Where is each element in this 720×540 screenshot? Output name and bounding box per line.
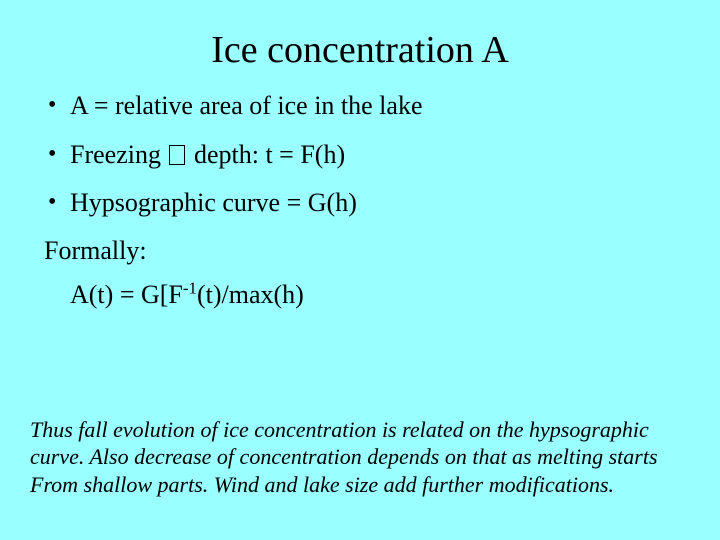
slide: Ice concentration A A = relative area of…	[0, 0, 720, 540]
formally-label: Formally:	[44, 236, 676, 266]
bullet-item: Freezing depth: t = F(h)	[44, 139, 676, 172]
bullet-item: A = relative area of ice in the lake	[44, 90, 430, 123]
bullet-item: Hypsographic curve = G(h)	[44, 187, 676, 220]
formula-superscript: -1	[183, 278, 197, 297]
slide-body: A = relative area of ice in the lake Fre…	[0, 90, 720, 310]
footnote-line: curve. Also decrease of concentration de…	[30, 444, 658, 469]
bullet-list: A = relative area of ice in the lake Fre…	[44, 90, 676, 220]
footnote-line: Thus fall evolution of ice concentration…	[30, 417, 649, 442]
slide-title: Ice concentration A	[0, 0, 720, 90]
bullet-text-part: depth: t = F(h)	[187, 140, 345, 169]
formula-suffix: (t)/max(h)	[197, 280, 304, 309]
footnote-line: From shallow parts. Wind and lake size a…	[30, 472, 614, 497]
bullet-text-part: Freezing	[70, 140, 167, 169]
placeholder-glyph-icon	[169, 145, 185, 165]
formula: A(t) = G[F-1(t)/max(h)	[44, 280, 676, 310]
footnote: Thus fall evolution of ice concentration…	[30, 416, 690, 499]
formula-prefix: A(t) = G[F	[70, 280, 183, 309]
